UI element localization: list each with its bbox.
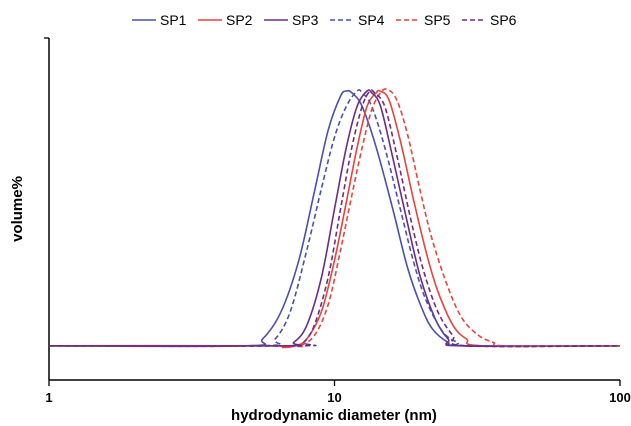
legend: SP1 SP2 SP3 SP4 SP5 SP6 bbox=[132, 12, 517, 28]
plot-area: 1 10 100 bbox=[44, 37, 631, 405]
x-ticks: 1 10 100 bbox=[44, 37, 631, 405]
y-axis-title: volume% bbox=[9, 176, 26, 242]
legend-label-sp6: SP6 bbox=[490, 12, 517, 28]
legend-item-sp3: SP3 bbox=[264, 12, 319, 28]
series-line-sp5 bbox=[49, 88, 621, 348]
legend-item-sp2: SP2 bbox=[198, 12, 253, 28]
legend-label-sp5: SP5 bbox=[424, 12, 451, 28]
x-tick-label-10: 10 bbox=[327, 390, 341, 405]
legend-item-sp5: SP5 bbox=[396, 12, 451, 28]
x-tick-label-1: 1 bbox=[45, 390, 52, 405]
legend-label-sp1: SP1 bbox=[160, 12, 187, 28]
series-line-sp3 bbox=[48, 89, 621, 348]
legend-item-sp1: SP1 bbox=[132, 12, 187, 28]
series-line-sp6 bbox=[48, 89, 621, 348]
legend-label-sp3: SP3 bbox=[292, 12, 319, 28]
legend-item-sp4: SP4 bbox=[330, 12, 385, 28]
series-line-sp4 bbox=[48, 89, 621, 348]
legend-label-sp2: SP2 bbox=[226, 12, 253, 28]
legend-label-sp4: SP4 bbox=[358, 12, 385, 28]
series-layer bbox=[48, 88, 621, 349]
legend-item-sp6: SP6 bbox=[462, 12, 517, 28]
x-axis-title: hydrodynamic diameter (nm) bbox=[231, 407, 437, 424]
series-line-sp1 bbox=[48, 89, 621, 348]
x-tick-label-100: 100 bbox=[609, 390, 631, 405]
series-line-sp2 bbox=[48, 89, 621, 349]
